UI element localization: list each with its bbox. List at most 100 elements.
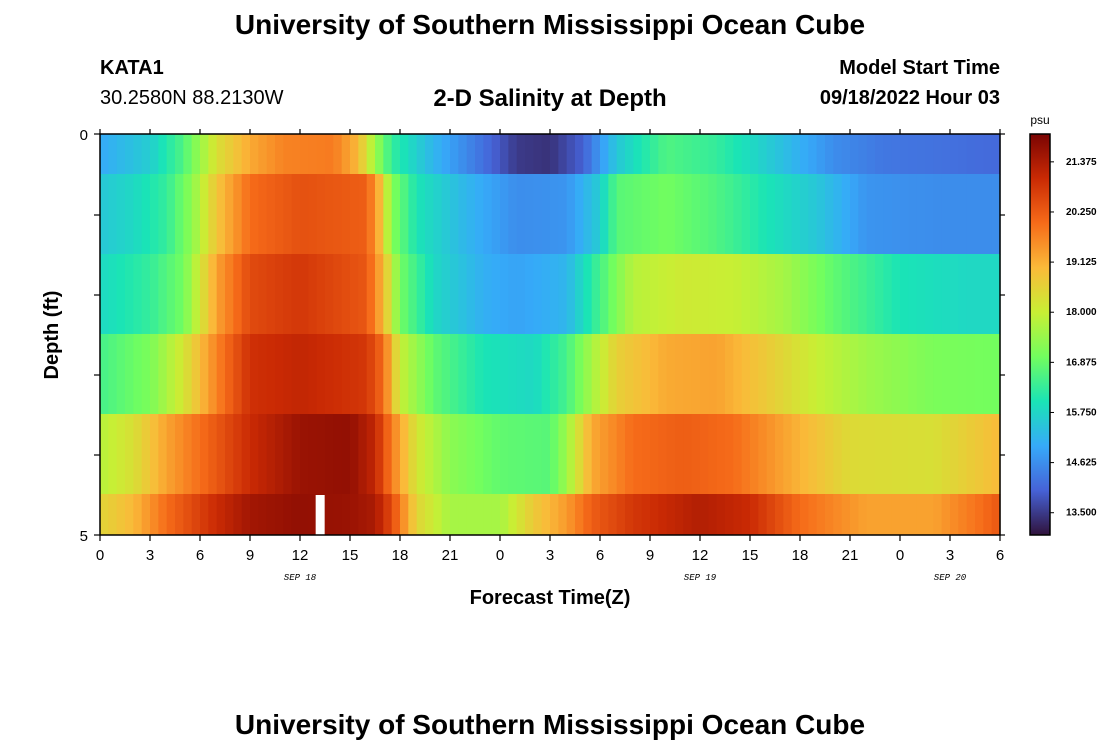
heatmap-cell bbox=[216, 414, 226, 495]
heatmap-cell bbox=[941, 254, 951, 335]
heatmap-cell bbox=[425, 494, 434, 536]
heatmap-cell bbox=[158, 254, 168, 335]
heatmap-cell bbox=[341, 174, 351, 255]
heatmap-cell bbox=[325, 254, 334, 335]
heatmap-cell bbox=[775, 494, 784, 536]
colorbar-unit: psu bbox=[1030, 113, 1049, 127]
heatmap-cell bbox=[550, 254, 559, 335]
heatmap-cell bbox=[350, 334, 359, 415]
colorbar-gradient bbox=[1029, 133, 1051, 536]
heatmap-cell bbox=[158, 334, 168, 415]
heatmap-cell bbox=[700, 494, 709, 536]
heatmap-cell bbox=[608, 174, 618, 255]
heatmap-cell bbox=[716, 254, 726, 335]
heatmap-cell bbox=[866, 334, 876, 415]
heatmap-cell bbox=[441, 494, 451, 536]
heatmap-cell bbox=[383, 254, 393, 335]
heatmap-cell bbox=[225, 414, 234, 495]
heatmap-cell bbox=[925, 414, 934, 495]
heatmap-cell bbox=[875, 254, 884, 335]
heatmap-cell bbox=[450, 174, 459, 255]
heatmap-cell bbox=[250, 134, 259, 175]
x-tick-label: 21 bbox=[842, 547, 859, 564]
heatmap-cell bbox=[275, 334, 284, 415]
heatmap-cell bbox=[483, 254, 493, 335]
heatmap-cell bbox=[983, 334, 993, 415]
heatmap-cell bbox=[608, 254, 618, 335]
heatmap-cell bbox=[491, 254, 501, 335]
heatmap-cell bbox=[433, 414, 443, 495]
heatmap-cell bbox=[758, 254, 768, 335]
heatmap-cell bbox=[316, 134, 326, 175]
heatmap-cell bbox=[941, 134, 951, 175]
heatmap-cell bbox=[675, 334, 684, 415]
heatmap-cell bbox=[250, 334, 259, 415]
x-tick-label: 18 bbox=[792, 547, 809, 564]
heatmap-cell bbox=[966, 254, 976, 335]
heatmap-cell bbox=[791, 174, 801, 255]
heatmap-cell bbox=[883, 174, 893, 255]
heatmap-cell bbox=[808, 134, 818, 175]
heatmap-cell bbox=[241, 334, 251, 415]
heatmap-cell bbox=[133, 174, 143, 255]
heatmap-cell bbox=[533, 134, 543, 175]
heatmap-cell bbox=[258, 134, 268, 175]
heatmap-cell bbox=[966, 494, 976, 536]
heatmap-cell bbox=[766, 334, 776, 415]
heatmap-cell bbox=[100, 414, 109, 495]
heatmap-cell bbox=[916, 134, 926, 175]
heatmap-cell bbox=[158, 134, 168, 175]
heatmap-cell bbox=[108, 334, 118, 415]
heatmap-cell bbox=[975, 494, 984, 536]
heatmap-cell bbox=[733, 494, 743, 536]
heatmap-cell bbox=[491, 494, 501, 536]
heatmap-cell bbox=[416, 174, 426, 255]
heatmap-cell bbox=[758, 174, 768, 255]
heatmap-cell bbox=[333, 174, 343, 255]
heatmap-cell bbox=[341, 254, 351, 335]
heatmap-cell bbox=[841, 414, 851, 495]
heatmap-cell bbox=[991, 134, 1001, 175]
x-tick-label: 0 bbox=[496, 547, 504, 564]
heatmap-cell bbox=[508, 334, 518, 415]
heatmap-cell bbox=[941, 414, 951, 495]
heatmap-cell bbox=[333, 494, 343, 536]
x-tick-label: 18 bbox=[392, 547, 409, 564]
heatmap-cell bbox=[716, 494, 726, 536]
heatmap-cell bbox=[291, 414, 301, 495]
heatmap-cells bbox=[100, 134, 1001, 536]
heatmap-cell bbox=[258, 254, 268, 335]
heatmap-cell bbox=[625, 254, 634, 335]
heatmap-cell bbox=[833, 494, 843, 536]
heatmap-cell bbox=[550, 174, 559, 255]
heatmap-cell bbox=[808, 174, 818, 255]
heatmap-cell bbox=[266, 414, 276, 495]
heatmap-cell bbox=[933, 254, 943, 335]
heatmap-cell bbox=[658, 174, 668, 255]
heatmap-cell bbox=[525, 414, 534, 495]
heatmap-cell bbox=[291, 174, 301, 255]
heatmap-cell bbox=[875, 134, 884, 175]
heatmap-cell bbox=[991, 254, 1001, 335]
heatmap-cell bbox=[625, 334, 634, 415]
heatmap-cell bbox=[808, 254, 818, 335]
heatmap-cell bbox=[383, 494, 393, 536]
heatmap-cell bbox=[791, 494, 801, 536]
heatmap-cell bbox=[541, 254, 551, 335]
heatmap-cell bbox=[300, 254, 309, 335]
heatmap-cell bbox=[875, 494, 884, 536]
y-axis-title: Depth (ft) bbox=[41, 291, 63, 380]
heatmap-cell bbox=[975, 134, 984, 175]
x-tick-label: 9 bbox=[246, 547, 254, 564]
heatmap-cell bbox=[108, 494, 118, 536]
heatmap-cell bbox=[758, 334, 768, 415]
heatmap-cell bbox=[433, 174, 443, 255]
heatmap-cell bbox=[333, 414, 343, 495]
heatmap-cell bbox=[391, 174, 401, 255]
heatmap-cell bbox=[291, 334, 301, 415]
heatmap-cell bbox=[141, 134, 151, 175]
heatmap-cell bbox=[658, 414, 668, 495]
heatmap-cell bbox=[666, 174, 676, 255]
heatmap-cell bbox=[116, 494, 126, 536]
heatmap-cell bbox=[883, 494, 893, 536]
